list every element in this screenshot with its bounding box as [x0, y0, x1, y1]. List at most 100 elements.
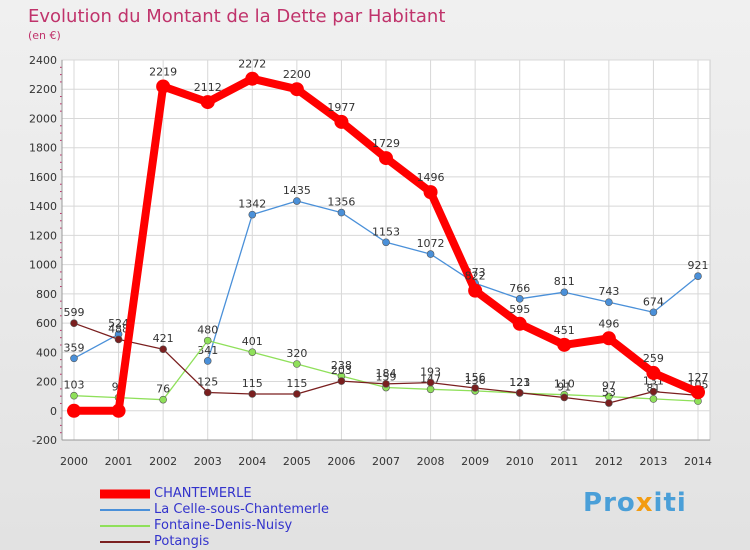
- data-label-0: 127: [688, 371, 709, 384]
- data-label-0: 2112: [194, 81, 222, 94]
- data-label-1: 1072: [417, 237, 445, 250]
- data-point-2: [293, 360, 301, 368]
- data-label-2: 110: [554, 378, 575, 391]
- data-point-0: [601, 331, 616, 346]
- data-label-2: 159: [376, 371, 397, 384]
- data-point-3: [70, 319, 78, 328]
- data-label-2: 121: [509, 376, 530, 389]
- data-label-0: 259: [643, 352, 664, 365]
- data-point-1: [694, 272, 702, 280]
- data-point-0: [245, 71, 260, 86]
- data-point-2: [248, 348, 257, 356]
- y-tick-label: 2000: [29, 112, 57, 125]
- data-point-3: [293, 390, 301, 398]
- data-label-3: 421: [153, 332, 174, 345]
- data-point-3: [248, 390, 257, 398]
- legend-swatch: [100, 509, 150, 511]
- data-point-0: [468, 283, 483, 298]
- y-tick-label: 0: [50, 405, 57, 418]
- y-tick-label: 1000: [29, 259, 57, 272]
- data-point-1: [426, 250, 435, 258]
- data-point-0: [200, 95, 215, 110]
- legend-swatch: [100, 541, 150, 543]
- data-label-1: 359: [64, 341, 85, 354]
- data-label-0: 496: [598, 317, 619, 330]
- data-label-0: 1496: [417, 171, 445, 184]
- data-label-3: 115: [286, 377, 307, 390]
- legend-label: Potangis: [154, 534, 210, 549]
- x-tick-label: 2000: [60, 455, 88, 468]
- data-label-0: 822: [465, 270, 486, 283]
- data-point-0: [379, 151, 393, 166]
- x-tick-label: 2014: [684, 455, 712, 468]
- data-label-2: 480: [197, 324, 218, 337]
- data-label-1: 1356: [327, 196, 355, 209]
- data-label-3: 53: [602, 386, 616, 399]
- data-point-1: [293, 197, 301, 205]
- y-tick-label: 400: [36, 346, 57, 359]
- data-label-1: 1342: [238, 198, 266, 211]
- data-point-3: [382, 380, 390, 388]
- series-line-1: [73, 333, 120, 359]
- y-tick-label: 1800: [29, 142, 57, 155]
- data-label-0: 2219: [149, 65, 177, 78]
- data-label-0: 451: [554, 324, 575, 337]
- x-tick-label: 2011: [550, 455, 578, 468]
- data-label-2: 238: [331, 359, 352, 372]
- data-label-3: 115: [242, 377, 263, 390]
- proxiti-logo: Proxiti: [583, 488, 687, 518]
- data-point-1: [337, 208, 346, 217]
- data-point-1: [203, 357, 212, 365]
- data-label-0: 2200: [283, 68, 311, 81]
- data-label-0: 1977: [327, 101, 355, 114]
- data-label-1: 674: [643, 295, 664, 308]
- data-point-3: [337, 377, 346, 385]
- y-tick-label: 2400: [29, 54, 57, 67]
- data-label-3: 123: [509, 376, 530, 389]
- y-tick-label: 1400: [29, 200, 57, 213]
- data-label-2: 97: [602, 380, 616, 393]
- y-tick-label: 1200: [29, 229, 57, 242]
- y-tick-label: 800: [36, 288, 57, 301]
- data-point-1: [382, 238, 390, 247]
- data-point-0: [111, 403, 126, 418]
- data-point-1: [605, 298, 613, 306]
- legend-swatch: [100, 489, 150, 499]
- legend-swatch: [100, 525, 150, 527]
- chart-subtitle: (en €): [28, 29, 61, 42]
- data-point-2: [159, 395, 167, 404]
- x-tick-label: 2013: [639, 455, 667, 468]
- data-label-3: 125: [197, 376, 218, 389]
- data-point-2: [70, 391, 78, 400]
- x-tick-label: 2002: [149, 455, 177, 468]
- data-point-3: [203, 388, 212, 397]
- data-point-2: [649, 395, 658, 403]
- x-tick-label: 2007: [372, 455, 400, 468]
- data-label-0: 1729: [372, 137, 400, 150]
- data-point-3: [605, 399, 613, 407]
- x-tick-label: 2006: [327, 455, 355, 468]
- y-tick-label: 600: [36, 317, 57, 330]
- data-label-3: 488: [108, 322, 129, 335]
- x-tick-label: 2004: [238, 455, 266, 468]
- x-tick-label: 2008: [417, 455, 445, 468]
- x-tick-label: 2003: [194, 455, 222, 468]
- x-tick-label: 2001: [105, 455, 133, 468]
- data-point-0: [423, 185, 438, 200]
- x-tick-label: 2005: [283, 455, 311, 468]
- data-label-3: 203: [331, 364, 352, 377]
- data-point-0: [156, 79, 171, 94]
- data-point-0: [557, 337, 572, 352]
- data-label-1: 524: [108, 317, 129, 330]
- data-point-0: [512, 316, 527, 331]
- x-tick-label: 2012: [595, 455, 623, 468]
- data-point-1: [248, 210, 257, 219]
- data-label-3: 91: [557, 380, 571, 393]
- data-label-1: 811: [554, 275, 575, 288]
- data-point-0: [646, 365, 661, 380]
- data-point-3: [649, 387, 658, 396]
- y-tick-label: -200: [32, 434, 57, 447]
- chart-title: Evolution du Montant de la Dette par Hab…: [28, 6, 446, 27]
